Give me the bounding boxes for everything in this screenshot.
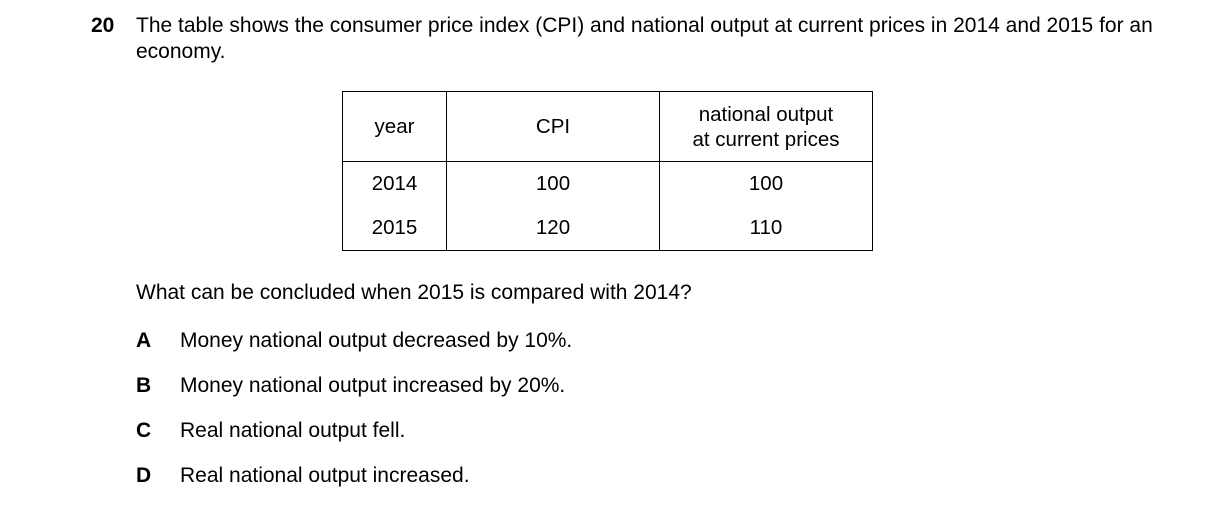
option-letter: C [136, 419, 152, 442]
option-letter: A [136, 329, 152, 352]
table-row: 2014 100 100 [342, 161, 873, 206]
option-letter: B [136, 374, 152, 397]
option-letter: D [136, 464, 152, 487]
cpi-output-table: year CPI national output at current pric… [342, 91, 873, 251]
cell-cpi: 120 [446, 206, 660, 251]
cell-year: 2014 [342, 161, 447, 206]
question-stem: The table shows the consumer price index… [136, 14, 1153, 63]
question-number: 20 [91, 14, 115, 37]
header-output-line2: at current prices [692, 127, 840, 151]
header-cpi: CPI [446, 91, 660, 162]
option-text: Real national output fell. [180, 419, 406, 442]
cell-cpi: 100 [446, 161, 660, 206]
option-a[interactable]: A Money national output decreased by 10%… [136, 328, 572, 354]
question-prompt: What can be concluded when 2015 is compa… [136, 281, 692, 304]
header-output-line1: national output [698, 102, 834, 126]
table-row: 2015 120 110 [342, 206, 873, 251]
option-b[interactable]: B Money national output increased by 20%… [136, 373, 565, 399]
cell-output: 110 [659, 206, 873, 251]
option-d[interactable]: D Real national output increased. [136, 463, 470, 489]
header-year: year [342, 91, 447, 162]
option-text: Real national output increased. [180, 464, 470, 487]
cell-year: 2015 [342, 206, 447, 251]
option-text: Money national output increased by 20%. [180, 374, 566, 397]
header-national-output: national output at current prices [659, 91, 873, 162]
table-header-row: year CPI national output at current pric… [342, 91, 873, 162]
cell-output: 100 [659, 161, 873, 206]
option-c[interactable]: C Real national output fell. [136, 418, 405, 444]
option-text: Money national output decreased by 10%. [180, 329, 573, 352]
